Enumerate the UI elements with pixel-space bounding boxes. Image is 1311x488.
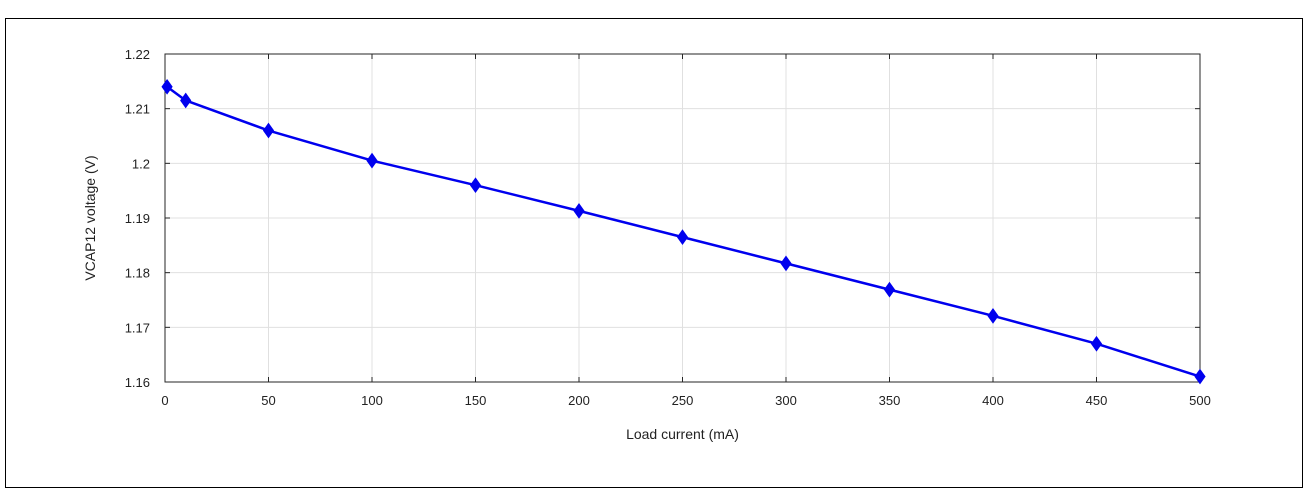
x-tick-label: 350 — [879, 393, 901, 408]
x-tick-label: 150 — [465, 393, 487, 408]
line-chart: 1.16 1.17 1.18 1.19 1.2 1.21 1.22 0 50 100 150 200… — [82, 47, 1211, 442]
x-tick-label: 50 — [261, 393, 275, 408]
series-line — [166, 85, 1201, 378]
x-tick-label: 250 — [672, 393, 694, 408]
y-tick-label: 1.19 — [125, 211, 150, 226]
data-point-marker — [883, 281, 896, 298]
y-axis-label: VCAP12 voltage (V) — [82, 155, 98, 280]
data-point-marker — [161, 78, 173, 95]
x-axis-label: Load current (mA) — [626, 426, 739, 442]
series-layer — [161, 78, 1206, 385]
x-axis-tick-labels: 0 50 100 150 200 250 300 350 400 450 500 — [161, 393, 1210, 408]
y-tick-label: 1.18 — [125, 266, 150, 281]
x-tick-label: 400 — [982, 393, 1004, 408]
grid — [164, 53, 1201, 383]
y-tick-label: 1.21 — [125, 102, 150, 117]
data-point-marker — [469, 177, 482, 194]
data-point-marker — [262, 122, 275, 139]
y-tick-label: 1.17 — [125, 320, 150, 335]
data-point-marker — [573, 203, 585, 219]
data-point-marker — [987, 307, 999, 324]
data-point-marker — [180, 92, 192, 109]
data-point-marker — [780, 255, 792, 272]
x-tick-label: 450 — [1086, 393, 1108, 408]
x-tick-label: 300 — [775, 393, 797, 408]
data-point-marker — [1194, 368, 1206, 385]
data-point-marker — [1090, 335, 1103, 352]
data-point-marker — [366, 152, 378, 169]
y-tick-label: 1.16 — [125, 375, 150, 390]
x-tick-label: 500 — [1189, 393, 1211, 408]
y-tick-label: 1.22 — [125, 47, 150, 62]
x-tick-label: 200 — [568, 393, 590, 408]
plot-area — [164, 53, 1201, 383]
x-tick-label: 100 — [361, 393, 383, 408]
y-tick-label: 1.2 — [132, 156, 150, 171]
y-axis-tick-labels: 1.16 1.17 1.18 1.19 1.2 1.21 1.22 — [125, 47, 150, 390]
x-tick-label: 0 — [161, 393, 168, 408]
data-point-marker — [676, 229, 689, 245]
